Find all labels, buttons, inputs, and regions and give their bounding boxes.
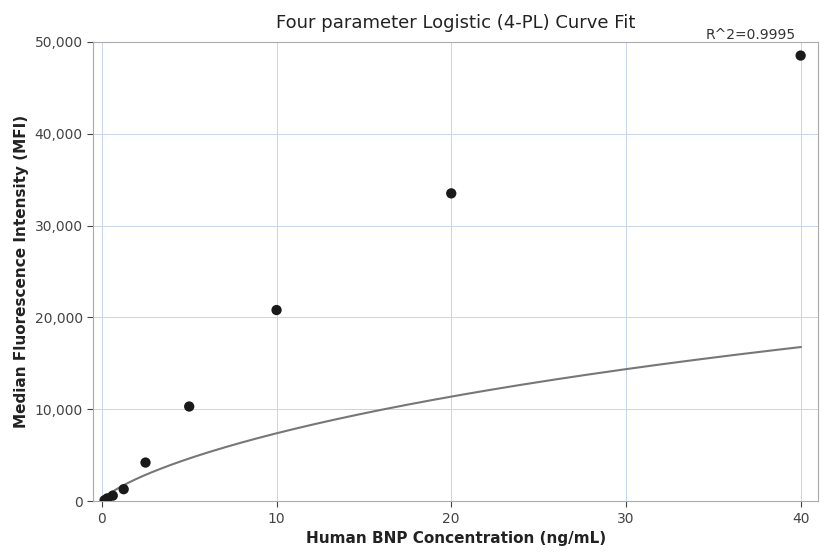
- X-axis label: Human BNP Concentration (ng/mL): Human BNP Concentration (ng/mL): [305, 531, 606, 546]
- Point: [444, 189, 458, 198]
- Y-axis label: Median Fluorescence Intensity (MFI): Median Fluorescence Intensity (MFI): [14, 115, 29, 428]
- Point: [117, 485, 131, 494]
- Point: [101, 494, 114, 503]
- Point: [98, 496, 111, 505]
- Point: [794, 51, 807, 60]
- Point: [182, 402, 196, 411]
- Text: R^2=0.9995: R^2=0.9995: [706, 28, 795, 42]
- Point: [139, 458, 152, 467]
- Point: [106, 491, 120, 500]
- Title: Four parameter Logistic (4-PL) Curve Fit: Four parameter Logistic (4-PL) Curve Fit: [276, 14, 636, 32]
- Point: [270, 306, 283, 315]
